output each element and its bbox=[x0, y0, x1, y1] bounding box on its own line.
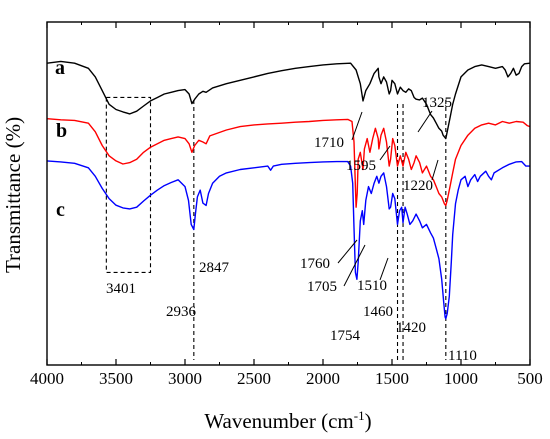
leader-1325 bbox=[417, 110, 433, 133]
x-tick-label-1000: 1000 bbox=[444, 369, 478, 388]
spectra-layer bbox=[47, 60, 530, 320]
annotation-1705: 1705 bbox=[307, 279, 337, 295]
spectrum-line-c bbox=[47, 160, 530, 320]
leader-1510 bbox=[379, 257, 389, 281]
series-label-b: b bbox=[56, 120, 67, 142]
annotation-1510: 1510 bbox=[357, 278, 387, 294]
peak-annotations: 3401 2936 2847 1710 1595 1760 1705 1754 … bbox=[106, 95, 477, 364]
x-axis-title-main: Wavenumber (cm bbox=[204, 409, 353, 433]
x-tick-label-2500: 2500 bbox=[237, 369, 271, 388]
annotation-1760: 1760 bbox=[300, 256, 330, 272]
annotation-1460: 1460 bbox=[363, 304, 393, 320]
x-tick-label-1500: 1500 bbox=[375, 369, 409, 388]
annotation-1754: 1754 bbox=[330, 328, 361, 344]
annotation-1420: 1420 bbox=[396, 320, 426, 336]
spectrum-line-b bbox=[47, 118, 530, 208]
x-axis-ticks: 4000 3500 3000 2500 2000 1500 1000 500 bbox=[30, 22, 543, 388]
leader-1760 bbox=[337, 239, 358, 264]
annotation-1595: 1595 bbox=[346, 158, 376, 174]
x-axis-title: Wavenumber (cm-1) bbox=[204, 408, 371, 433]
leader-1220 bbox=[431, 159, 439, 181]
highlight-box-3401 bbox=[105, 96, 152, 273]
annotation-1710: 1710 bbox=[314, 135, 344, 151]
annotation-1110: 1110 bbox=[448, 348, 477, 364]
leader-1705 bbox=[343, 244, 366, 287]
leader-1595 bbox=[379, 145, 391, 161]
series-label-c: c bbox=[56, 199, 65, 221]
leader-1710 bbox=[351, 111, 363, 141]
annotation-2847: 2847 bbox=[199, 260, 230, 276]
x-axis-title-sup: -1 bbox=[354, 408, 365, 423]
spectrum-line-a bbox=[47, 60, 530, 140]
x-tick-label-2000: 2000 bbox=[306, 369, 340, 388]
x-tick-label-3000: 3000 bbox=[168, 369, 202, 388]
annotation-1220: 1220 bbox=[403, 178, 433, 194]
series-label-a: a bbox=[55, 57, 65, 79]
x-tick-label-3500: 3500 bbox=[99, 369, 133, 388]
y-axis-title: Transmittance (%) bbox=[1, 117, 25, 273]
annotation-2936: 2936 bbox=[166, 304, 197, 320]
x-tick-label-4000: 4000 bbox=[30, 369, 64, 388]
reference-lines bbox=[105, 96, 447, 360]
annotation-1325: 1325 bbox=[422, 95, 452, 111]
annotation-3401: 3401 bbox=[106, 281, 136, 297]
x-tick-label-500: 500 bbox=[517, 369, 543, 388]
x-axis-title-close: ) bbox=[365, 409, 372, 433]
